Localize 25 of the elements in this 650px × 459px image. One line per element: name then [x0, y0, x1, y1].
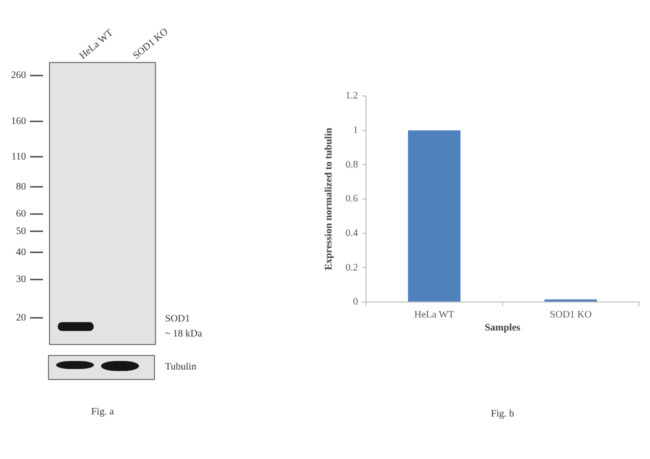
y-tick-label: 30	[16, 274, 26, 286]
text: SOD1 ~ 18 kDa	[165, 314, 203, 340]
x-tick-label: HeLa WT	[414, 310, 454, 321]
text: Fig. b	[490, 408, 514, 420]
y-tick-label: 160	[11, 116, 26, 128]
y-tick-label: 60	[16, 208, 26, 220]
y-tick-label: 80	[16, 181, 26, 192]
y-tick-label: 0.2	[346, 262, 358, 274]
x-tick-label: SOD1 KO	[550, 310, 592, 321]
x-axis-title: Samples	[484, 322, 520, 334]
y-tick-label: 1.2	[346, 90, 358, 102]
y-tick-label: 0.4	[346, 228, 358, 239]
y-tick-label: 1	[353, 124, 358, 136]
y-tick-label: 0.8	[346, 159, 358, 170]
y-axis-title: Expression normalized to tubulin	[324, 127, 335, 270]
text: Fig. a	[91, 406, 114, 418]
text: Tubulin	[165, 362, 196, 373]
y-tick-label: 50	[16, 226, 26, 237]
y-tick-label: 110	[11, 151, 26, 162]
y-tick-label: 260	[11, 70, 26, 82]
y-tick-label: 40	[16, 246, 26, 258]
x-tick-label: HeLa WT	[78, 28, 116, 62]
y-tick-label: 20	[16, 312, 26, 324]
y-tick-label: 0	[353, 296, 358, 308]
y-tick-label: 0.6	[346, 194, 358, 205]
